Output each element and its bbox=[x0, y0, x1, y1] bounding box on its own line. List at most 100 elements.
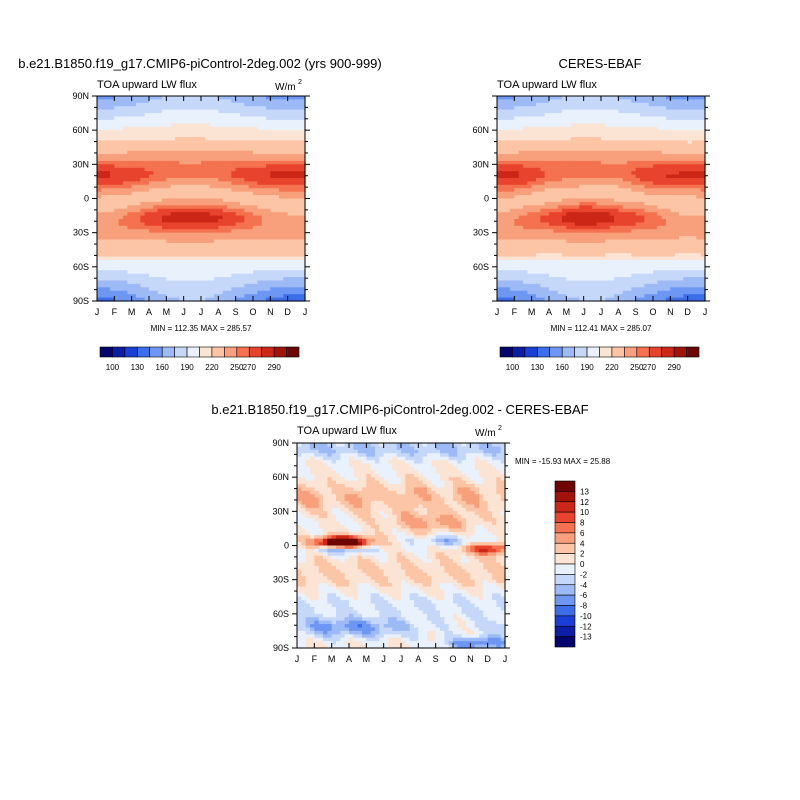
panel-obs-cell bbox=[683, 157, 689, 162]
panel-model-cell bbox=[296, 174, 302, 179]
panel-obs-cell bbox=[687, 167, 693, 172]
panel-obs-cell bbox=[644, 164, 650, 169]
panel-model-cell bbox=[131, 198, 137, 203]
panel-obs-cell bbox=[566, 126, 572, 131]
panel-obs-cell bbox=[575, 119, 580, 124]
panel-model-cell bbox=[118, 222, 124, 227]
panel-obs-cell bbox=[666, 229, 671, 234]
panel-model-cell bbox=[140, 178, 146, 183]
panel-model-cell bbox=[144, 287, 150, 292]
panel-model-cell bbox=[110, 109, 115, 114]
panel-model-cell bbox=[127, 256, 133, 261]
panel-model-cell bbox=[123, 229, 128, 234]
panel-model-cell bbox=[201, 164, 206, 169]
panel-model-cell bbox=[144, 294, 150, 299]
panel-obs-cell bbox=[544, 178, 550, 183]
panel-obs-cell bbox=[536, 130, 541, 135]
panel-model-cell bbox=[261, 277, 267, 282]
panel-model-cell bbox=[253, 150, 258, 155]
panel-model-cell bbox=[192, 147, 198, 152]
panel-model-cell bbox=[118, 201, 124, 206]
panel-model-cell bbox=[244, 270, 250, 275]
panel-obs-cell bbox=[683, 160, 689, 165]
panel-model-cell bbox=[214, 106, 219, 111]
panel-model-cell bbox=[266, 287, 271, 292]
panel-model-cell bbox=[149, 239, 154, 244]
panel-model-cell bbox=[153, 113, 159, 118]
panel-model-cell bbox=[179, 215, 185, 220]
panel-model-cell bbox=[201, 225, 206, 230]
panel-model-cell bbox=[179, 297, 185, 302]
panel-model-cell bbox=[192, 232, 198, 237]
panel-model-cell bbox=[118, 270, 124, 275]
panel-obs-cell bbox=[510, 229, 515, 234]
panel-model-cell bbox=[244, 246, 250, 251]
panel-model-cell bbox=[292, 119, 297, 124]
panel-obs-cell bbox=[518, 154, 524, 159]
panel-obs-cell bbox=[553, 164, 559, 169]
panel-obs-cell bbox=[562, 181, 567, 186]
panel-obs-cell bbox=[679, 106, 684, 111]
panel-model-cell bbox=[279, 133, 284, 138]
panel-obs-cell bbox=[601, 164, 606, 169]
panel-obs-cell bbox=[518, 167, 524, 172]
panel-obs-cell bbox=[618, 205, 624, 210]
panel-obs-cell bbox=[683, 205, 689, 210]
panel-model-cell bbox=[192, 263, 198, 268]
panel-obs-cell bbox=[596, 133, 602, 138]
panel-model-cell bbox=[279, 126, 284, 131]
panel-model-cell bbox=[218, 160, 224, 165]
panel-obs-cell bbox=[601, 150, 606, 155]
panel-model-cell bbox=[188, 171, 193, 176]
panel-obs-cell bbox=[523, 178, 528, 183]
panel-obs-cell bbox=[523, 184, 528, 189]
panel-model-cell bbox=[235, 239, 241, 244]
panel-obs-cell bbox=[527, 106, 533, 111]
panel-model-cell bbox=[261, 198, 267, 203]
panel-model-cell bbox=[240, 113, 245, 118]
panel-obs-cell bbox=[575, 181, 580, 186]
panel-model-cell bbox=[101, 178, 107, 183]
panel-model-cell bbox=[114, 130, 120, 135]
panel-model-cell bbox=[218, 178, 224, 183]
panel-obs-cell bbox=[553, 137, 559, 142]
panel-model-cell bbox=[274, 232, 280, 237]
panel-model-cell bbox=[175, 102, 180, 107]
panel-model-cell bbox=[131, 273, 137, 278]
panel-model-cell bbox=[170, 167, 176, 172]
panel-obs-cell bbox=[540, 167, 546, 172]
panel-model-cell bbox=[118, 236, 124, 241]
panel-model-cell bbox=[209, 184, 215, 189]
panel-model-cell bbox=[97, 198, 102, 203]
panel-model-cell bbox=[261, 116, 267, 121]
panel-model-cell bbox=[253, 256, 258, 261]
panel-obs-cell bbox=[614, 212, 619, 217]
panel-model-cell bbox=[183, 229, 189, 234]
panel-obs-cell bbox=[627, 126, 632, 131]
panel-obs-cell bbox=[644, 109, 650, 114]
panel-obs-cell bbox=[505, 119, 511, 124]
panel-obs-cell bbox=[570, 205, 576, 210]
panel-model-cell bbox=[214, 143, 219, 148]
panel-model-cell bbox=[175, 283, 180, 288]
panel-obs-cell bbox=[557, 116, 563, 121]
panel-obs-cell bbox=[614, 236, 619, 241]
panel-obs-cell bbox=[661, 154, 667, 159]
panel-obs-cell bbox=[497, 109, 502, 114]
panel-obs-cell bbox=[614, 116, 619, 121]
panel-obs-cell bbox=[700, 167, 706, 172]
panel-obs-cell bbox=[505, 102, 511, 107]
panel-model-cell bbox=[123, 201, 128, 206]
panel-obs-cell bbox=[531, 126, 537, 131]
panel-obs-cell bbox=[592, 171, 598, 176]
panel-model-cell bbox=[287, 260, 293, 265]
panel-model-cell bbox=[157, 123, 163, 128]
panel-model-cell bbox=[240, 154, 245, 159]
panel-model-cell bbox=[231, 208, 237, 213]
panel-model-cell bbox=[196, 154, 202, 159]
panel-model-cell bbox=[279, 174, 284, 179]
panel-obs-cell bbox=[505, 150, 511, 155]
panel-obs-cell bbox=[683, 178, 689, 183]
panel-obs-cell bbox=[566, 143, 572, 148]
panel-model-cell bbox=[257, 140, 263, 145]
